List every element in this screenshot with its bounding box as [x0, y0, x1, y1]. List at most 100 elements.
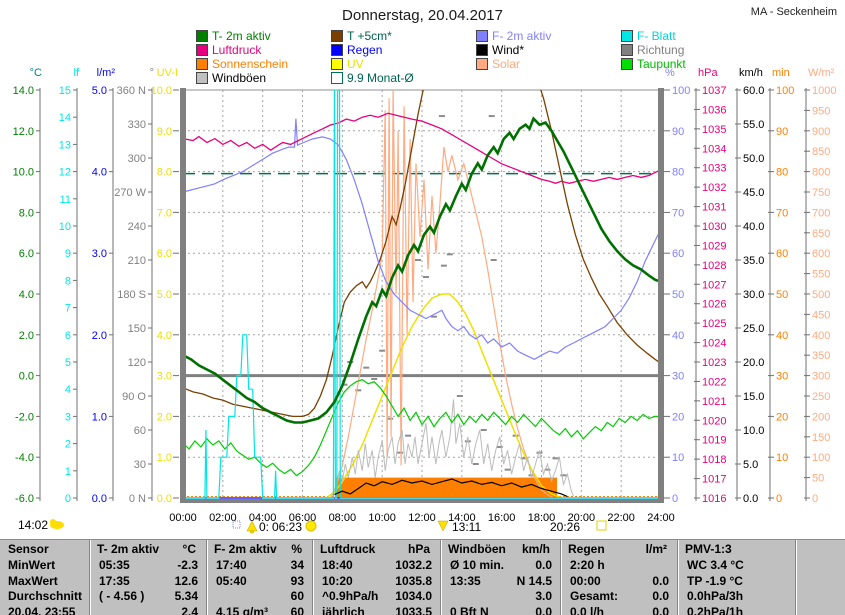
- axis-tick-label: 0 N: [129, 493, 146, 505]
- axis-tick-label: 1036: [702, 104, 726, 116]
- table-separator: [677, 540, 679, 615]
- axis-unit-label: hPa: [698, 67, 718, 79]
- table-separator: [312, 540, 314, 615]
- axis-tick-label: 50: [672, 289, 684, 301]
- axis-tick-label: 10: [672, 452, 684, 464]
- x-axis-label: 20:00: [568, 512, 596, 524]
- axis-tick-label: 6.0: [157, 248, 172, 260]
- axis-tick-label: 9.0: [157, 126, 172, 138]
- axis-tick-label: 330: [128, 119, 146, 131]
- moonrise-marker-icon: [232, 520, 241, 529]
- axis-tick-label: 90 O: [122, 391, 146, 403]
- axis-tick-label: 950: [812, 105, 830, 117]
- axis-tick-label: 1032: [702, 182, 726, 194]
- moon-icon: [50, 519, 56, 525]
- axis-tick-label: 30: [672, 371, 684, 383]
- axis-tick-label: 4.0: [157, 330, 172, 342]
- legend-label: UV: [347, 57, 364, 71]
- x-axis-label: 10:00: [368, 512, 396, 524]
- axis-tick-label: 700: [812, 207, 830, 219]
- axis-tick-label: 2.0: [92, 330, 107, 342]
- table-cell-text: 17:40: [216, 558, 247, 572]
- table-cell-value: N 14.5: [516, 573, 552, 588]
- legend-swatch: [476, 44, 488, 56]
- axis-tick-label: 1017: [702, 474, 726, 486]
- legend-swatch: [196, 30, 208, 42]
- sun-annotations: 14:02 0: 06:23 13:11 20:26: [18, 518, 607, 534]
- table-cell-value: 1032.2: [395, 558, 432, 572]
- table-cell-value: 2.4: [181, 604, 198, 615]
- legend-swatch: [331, 44, 343, 56]
- axis-tick-label: 50.0: [743, 153, 764, 165]
- axis-tick-label: 180 S: [117, 289, 146, 301]
- table-cell-text: Ø 10 min.: [450, 558, 505, 572]
- axis-tick-label: 3.0: [92, 248, 107, 260]
- axis-tick-label: 750: [812, 187, 830, 199]
- plot-border-right: [658, 88, 664, 503]
- legend-swatch: [476, 30, 488, 42]
- table-cell-value: 60: [290, 604, 304, 615]
- axis-tick-label: 13: [59, 139, 71, 151]
- axis-tick-label: 1033: [702, 163, 726, 175]
- axis-tick-label: 5: [65, 357, 71, 369]
- axis-tick-label: 450: [812, 309, 830, 321]
- axis-tick-label: 40: [776, 330, 788, 342]
- axis-tick-label: 8.0: [19, 207, 34, 219]
- legend-label: Taupunkt: [637, 57, 686, 71]
- axis-tick-label: 30.0: [743, 289, 764, 301]
- legend-swatch: [331, 58, 343, 70]
- table-cell-text: ^0.9hPa/h: [322, 589, 379, 603]
- axis-tick-label: 6.0: [19, 248, 34, 260]
- legend-swatch: [621, 30, 633, 42]
- axis-tick-label: 45.0: [743, 187, 764, 199]
- axis-tick-label: 11: [60, 194, 71, 206]
- legend-label: T +5cm*: [347, 29, 392, 43]
- axis-lm2: 5.0 4.0 3.0 2.0 1.0 0.0 l/m²: [92, 67, 116, 505]
- axis-tick-label: 4.0: [19, 289, 34, 301]
- sunset-time-label: 20:26: [550, 520, 580, 534]
- sunrise-time-label: 06:23: [272, 520, 302, 534]
- axis-tick-label: 10: [59, 221, 71, 233]
- axis-tick-label: 70: [672, 207, 684, 219]
- series-f-blatt: [183, 90, 661, 499]
- noon-arrow-icon: [437, 520, 449, 532]
- axis-tick-label: 30: [776, 371, 788, 383]
- axis-tick-label: 14.0: [13, 85, 34, 97]
- table-cell-text: Gesamt:: [570, 589, 619, 603]
- axis-tick-label: 4.0: [92, 167, 107, 179]
- x-axis-label: 12:00: [408, 512, 436, 524]
- axis-tick-label: 1026: [702, 299, 726, 311]
- axis-unit-label: lf: [74, 67, 80, 79]
- axis-tick-label: 20: [776, 411, 788, 423]
- axis-tick-label: 200: [812, 411, 830, 423]
- series-f-2m-aktiv: [182, 118, 662, 360]
- axis-tick-label: 1.0: [157, 452, 172, 464]
- axis-tick-label: 1029: [702, 240, 726, 252]
- axis-degC: 14.0 12.0 10.0 8.0 6.0 4.0 2.0 0.0 -2.0 -4.0 -6.0 °…: [13, 67, 42, 505]
- axis-tick-label: 550: [812, 269, 830, 281]
- axis-tick-label: 350: [812, 350, 830, 362]
- axis-tick-label: 800: [812, 167, 830, 179]
- axis-tick-label: 60: [776, 248, 788, 260]
- axis-tick-label: 1027: [702, 279, 726, 291]
- axis-tick-label: 60: [134, 425, 146, 437]
- table-cell-text: 0.0 l/h: [570, 604, 605, 615]
- axis-tick-label: 3: [65, 411, 71, 423]
- axis-tick-label: 1025: [702, 318, 726, 330]
- axis-tick-label: 0.0: [743, 493, 758, 505]
- x-axis-label: 22:00: [607, 512, 635, 524]
- table-cell-text: 0.0hPa/3h: [687, 589, 744, 603]
- axis-wm2: 1000950900850800750700650600550500450400…: [804, 67, 836, 505]
- x-axis-label: 18:00: [528, 512, 556, 524]
- axis-tick-label: 1018: [702, 454, 726, 466]
- table-row-label: Durchschnitt: [8, 589, 83, 603]
- axis-tick-label: 100: [812, 452, 830, 464]
- axis-tick-label: 20.0: [743, 357, 764, 369]
- axis-tick-label: 90: [776, 126, 788, 138]
- axis-deg: 360 N 330 300 270 W 240 210 180 S 150 120 90 O 60 3…: [114, 67, 154, 505]
- table-header-label: Sensor: [8, 542, 49, 556]
- axis-tick-label: 400: [812, 330, 830, 342]
- axis-tick-label: 120: [128, 357, 146, 369]
